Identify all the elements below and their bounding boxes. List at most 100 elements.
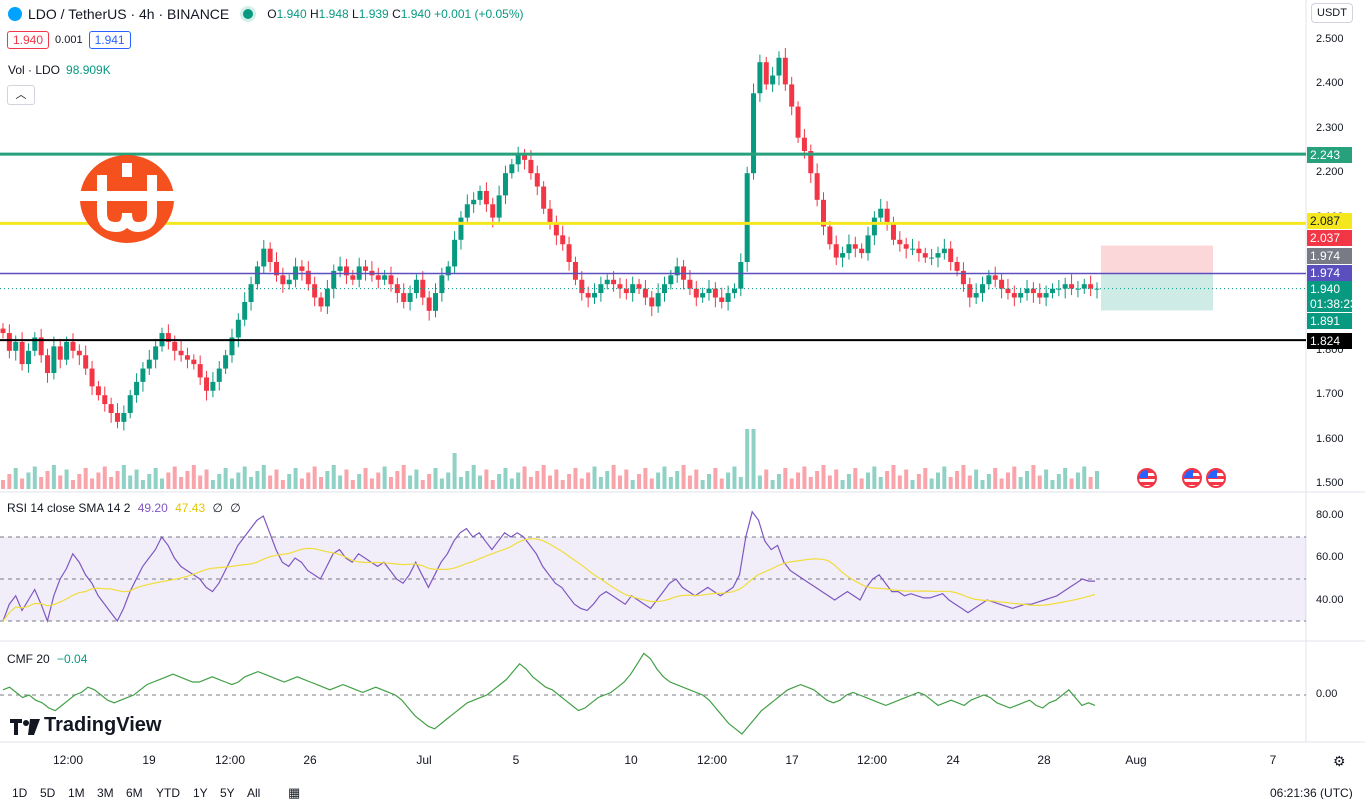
candle-body [700,293,706,298]
volume-bar [1056,474,1061,489]
us-flag-event-icon[interactable] [1206,468,1226,488]
price-tag: 1.974 [1307,265,1352,281]
volume-bar [229,478,234,489]
candle-body [878,208,884,218]
candle-body [929,257,935,259]
volume-bar [961,465,966,489]
volume-bar [649,478,654,489]
symbol-title[interactable]: LDO / TetherUS · 4h · BINANCE [28,6,230,22]
candle-body [312,284,318,298]
volume-bar [796,472,801,489]
volume-bar [408,475,413,489]
volume-bar [834,469,839,489]
rsi-line [2,510,1095,624]
timeframe-button[interactable]: 3M [97,786,114,799]
candle-body [350,275,356,280]
candle-body [13,341,19,351]
candle-body [846,244,852,254]
volume-bar [471,465,476,489]
volume-bar [357,474,362,489]
volume-bar [789,478,794,489]
candle-body [191,359,197,365]
volume-bar [77,474,82,489]
candle-body [19,341,25,365]
candle-body [70,341,76,351]
volume-bar [458,477,463,489]
volume-bar [630,480,635,489]
candle-body [509,164,515,174]
price-tag: 1.940 [1307,281,1352,297]
candle-body [254,266,260,285]
candle-body [973,293,979,298]
timeframe-button[interactable]: 6M [126,786,143,799]
volume-bar [261,465,266,489]
volume-bar [999,478,1004,489]
volume-bar [140,480,145,489]
timeframe-button[interactable]: 1M [68,786,85,799]
candle-body [1088,284,1094,289]
volume-bar [751,429,756,489]
time-axis-label: 12:00 [214,753,246,767]
candle-body [496,195,502,218]
sell-price-button[interactable]: 1.940 [7,31,50,49]
calendar-icon[interactable]: ▦ [288,785,301,799]
us-flag-event-icon[interactable] [1182,468,1202,488]
volume-bar [39,477,44,489]
timeframe-button[interactable]: 1Y [193,786,208,799]
candle-body [776,57,782,76]
candle-body [134,381,140,396]
tradingview-logo[interactable]: TradingView [10,714,161,737]
candle-body [204,377,210,391]
candle-body [808,151,814,174]
utc-clock[interactable]: 06:21:36 (UTC) [1270,786,1353,799]
timeframe-button[interactable]: YTD [156,786,180,799]
timeframe-button[interactable]: 1D [12,786,28,799]
volume-bar [1063,468,1068,489]
volume-bar [255,471,260,489]
candle-body [305,270,311,285]
volume-bar [452,453,457,489]
candle-body [108,404,114,413]
candle-body [827,226,833,245]
volume-bar [993,468,998,489]
candle-body [407,293,413,302]
volume-bar [1082,466,1087,489]
volume-bar [166,472,171,489]
volume-bar [45,471,50,489]
candle-body [343,266,349,276]
settings-gear-icon[interactable]: ⚙ [1333,753,1346,769]
timeframe-button[interactable]: 5D [40,786,56,799]
candle-body [324,288,330,307]
candle-body [413,279,419,294]
candle-body [439,275,445,294]
volume-bar [878,477,883,489]
volume-bar [719,478,724,489]
volume-bar [821,465,826,489]
timeframe-button[interactable]: All [247,786,261,799]
candle-body [522,155,528,160]
volume-bar [522,466,527,489]
volume-bar [179,477,184,489]
timeframe-button[interactable]: 5Y [220,786,235,799]
collapse-legend-button[interactable]: ︿ [7,85,35,105]
volume-bar [172,466,177,489]
candle-body [693,288,699,298]
cmf-legend: CMF 20 −0.04 [7,652,87,666]
volume-bar [420,480,425,489]
candle-body [216,368,222,382]
candle-body [0,328,6,334]
volume-bar [885,471,890,489]
volume-bar [662,466,667,489]
currency-button[interactable]: USDT [1311,3,1353,23]
volume-bar [770,480,775,489]
volume-bar [866,472,871,489]
volume-bar [382,466,387,489]
volume-bar [776,474,781,489]
us-flag-event-icon[interactable] [1137,468,1157,488]
volume-bar [948,477,953,489]
volume-bar [198,475,203,489]
buy-price-button[interactable]: 1.941 [88,31,131,49]
candle-body [184,355,190,360]
volume-bar [280,480,285,489]
